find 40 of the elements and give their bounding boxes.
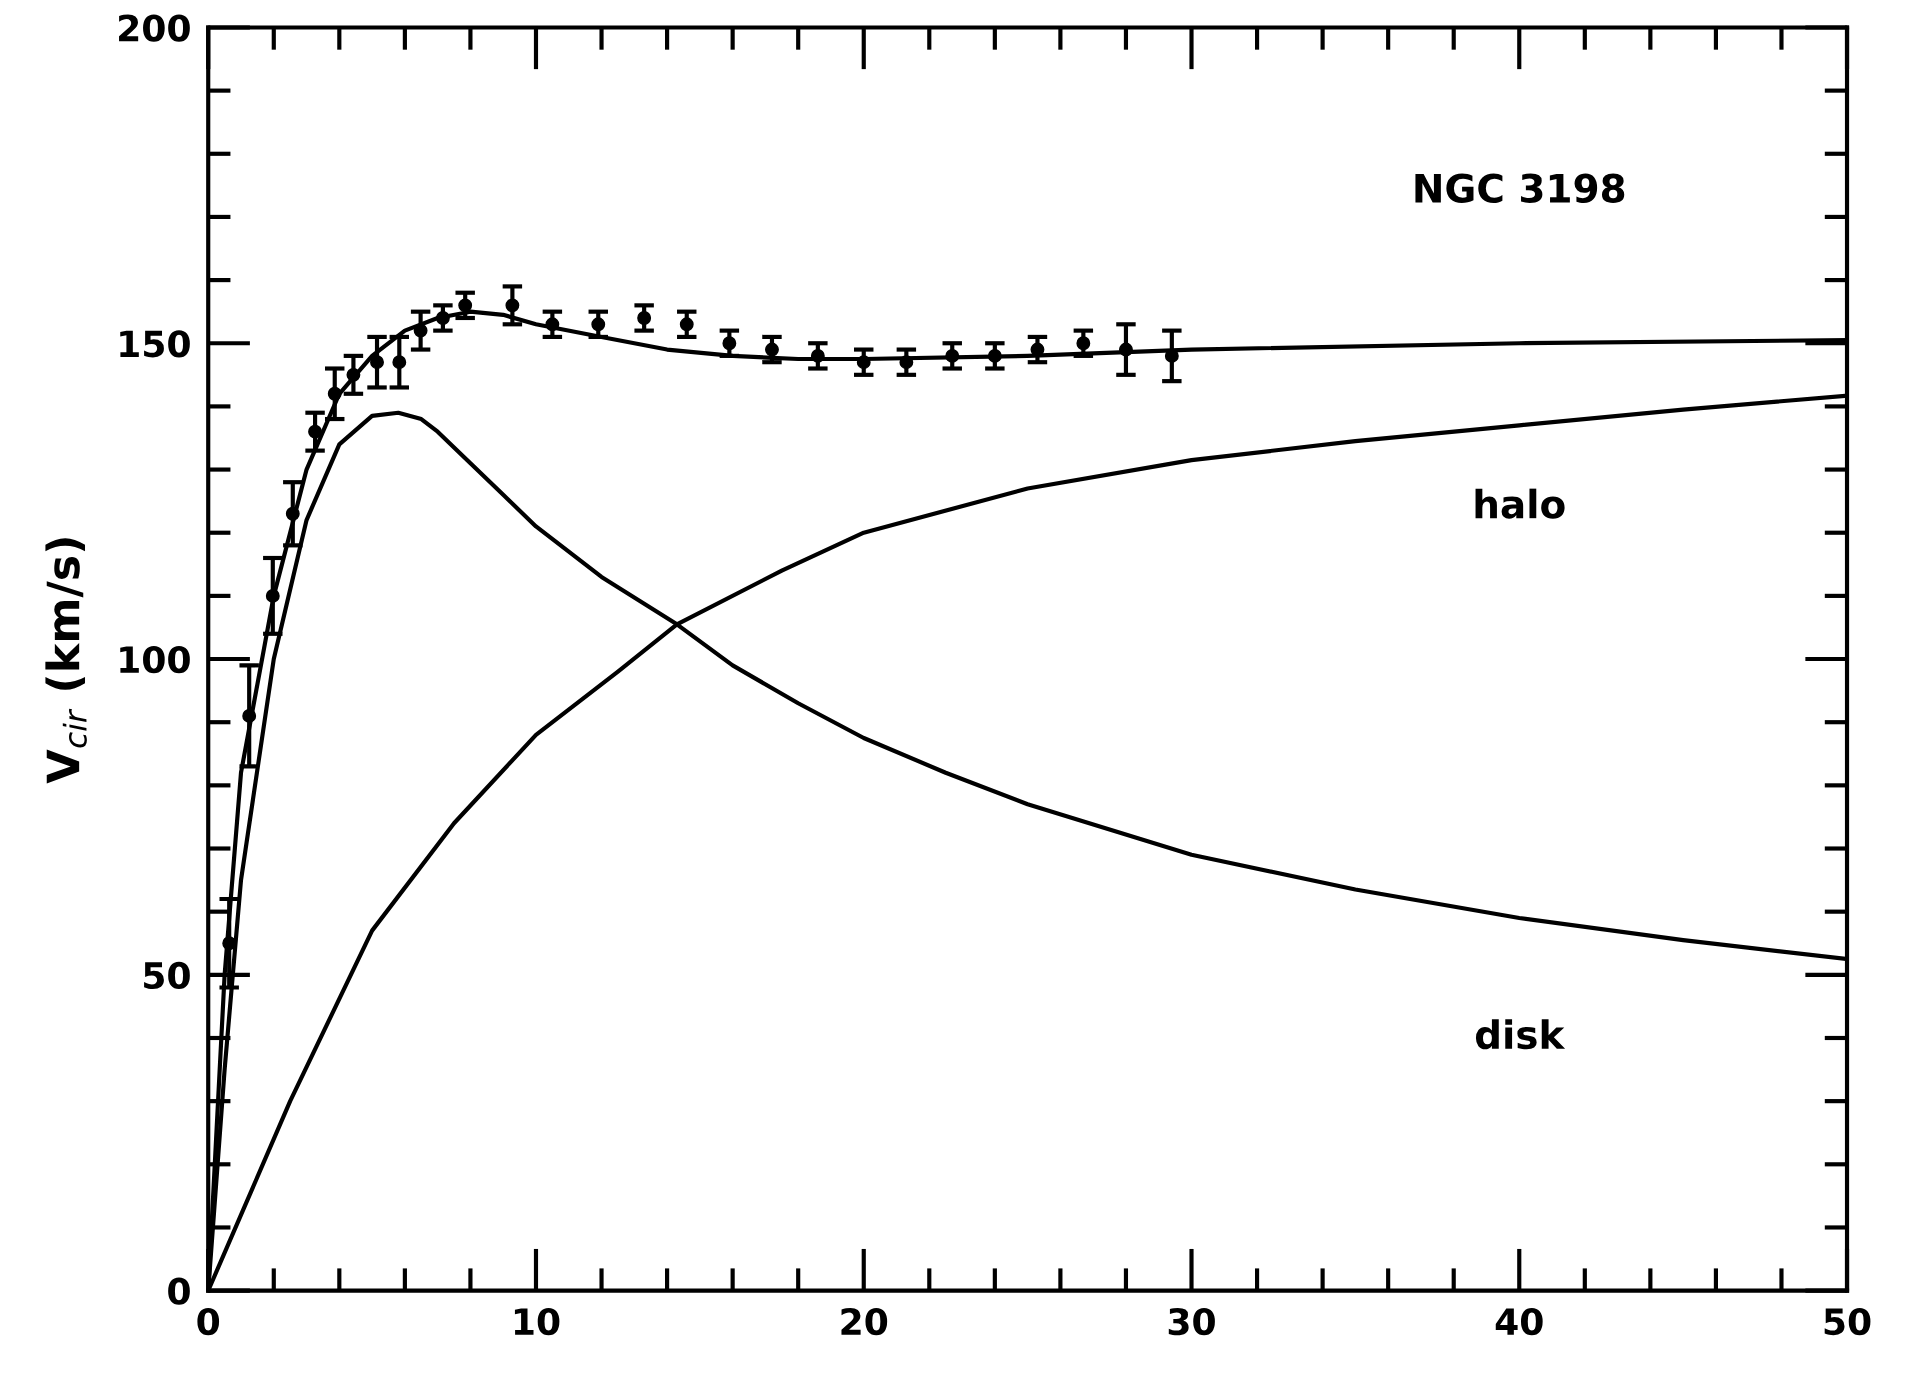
y-tick-label: 100 (120, 645, 190, 674)
point (285, 506, 300, 521)
point (242, 708, 257, 723)
point (346, 367, 361, 382)
point (265, 588, 280, 603)
x-tick-label: 10 (514, 1307, 560, 1336)
y-axis-title: V$_{cir}$ (km/s) (45, 538, 87, 784)
point (505, 298, 520, 313)
annotation: disk (1475, 1019, 1566, 1050)
text: NGC 3198 (1415, 173, 1625, 203)
annotation: halo (1475, 488, 1565, 519)
point (637, 311, 652, 325)
point (1119, 342, 1133, 357)
y-tick-label: 50 (144, 961, 190, 990)
point (679, 317, 694, 332)
point (545, 317, 560, 332)
y-tick-label: 200 (119, 14, 190, 42)
point (810, 348, 825, 363)
y-tick-label: 0 (168, 1277, 190, 1305)
point (987, 348, 1002, 363)
point (392, 355, 407, 370)
point (1076, 336, 1091, 351)
point (327, 386, 342, 401)
x-tick-label: 40 (1495, 1307, 1543, 1336)
point (722, 336, 737, 351)
point (308, 424, 323, 439)
x-tick-label: 0 (197, 1307, 220, 1336)
point (765, 342, 779, 357)
point (458, 298, 473, 313)
x-tick-label: 20 (841, 1307, 888, 1336)
point (370, 355, 384, 370)
point (435, 311, 450, 325)
point (945, 348, 960, 363)
point (899, 355, 914, 370)
point (591, 317, 606, 332)
x-tick-label: 50 (1824, 1307, 1871, 1336)
point (856, 355, 871, 370)
y-tick-label: 150 (120, 330, 190, 358)
point (413, 323, 428, 338)
x-tick-label: 30 (1168, 1307, 1215, 1336)
